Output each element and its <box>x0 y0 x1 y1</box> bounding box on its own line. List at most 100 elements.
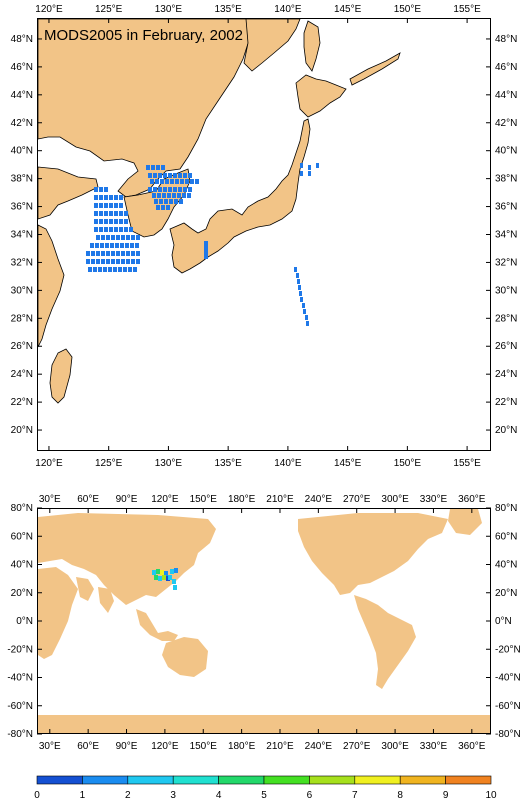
x-tick-label-bottom: 210°E <box>266 741 294 752</box>
data-cell <box>316 163 319 168</box>
data-cell <box>120 243 124 248</box>
data-cell <box>296 273 299 278</box>
land-shape <box>38 567 78 659</box>
colorbar-label: 1 <box>80 790 86 801</box>
data-cell <box>131 251 135 256</box>
data-cell <box>104 195 108 200</box>
data-cell <box>156 205 160 210</box>
data-cell <box>106 235 110 240</box>
colorbar-segment <box>263 775 310 785</box>
data-cell <box>300 171 303 176</box>
y-tick-label-left: -60°N <box>7 701 33 712</box>
x-tick-label-top: 210°E <box>266 494 294 505</box>
y-tick-label-left: 46°N <box>11 62 33 73</box>
y-tick-label-right: 40°N <box>495 146 517 157</box>
colorbar-label: 3 <box>170 790 176 801</box>
x-tick-label-bottom: 30°E <box>39 741 61 752</box>
data-cell <box>111 235 115 240</box>
colorbar-segment <box>82 775 129 785</box>
data-cell <box>146 165 150 170</box>
data-cell <box>119 211 123 216</box>
data-cell <box>177 193 181 198</box>
data-cell <box>173 187 177 192</box>
data-cell <box>111 251 115 256</box>
data-cell <box>121 235 125 240</box>
data-cell <box>164 571 168 576</box>
colorbar-label: 4 <box>216 790 222 801</box>
data-cell <box>104 203 108 208</box>
data-cell <box>96 259 100 264</box>
data-cell <box>101 235 105 240</box>
data-cell <box>151 165 155 170</box>
x-tick-label-bottom: 330°E <box>420 741 448 752</box>
data-cell <box>168 173 172 178</box>
data-cell <box>302 303 305 308</box>
y-tick-label-left: 24°N <box>11 369 33 380</box>
data-cell <box>153 173 157 178</box>
y-tick-label-right: 42°N <box>495 118 517 129</box>
data-cell <box>305 315 308 320</box>
x-tick-label-top: 145°E <box>334 4 362 15</box>
data-cell <box>113 267 117 272</box>
land-shape <box>76 577 94 601</box>
x-tick-label-bottom: 120°E <box>151 741 179 752</box>
colorbar-label: 2 <box>125 790 131 801</box>
data-cell <box>158 173 162 178</box>
colorbar-label: 5 <box>261 790 267 801</box>
data-cell <box>119 195 123 200</box>
data-cell <box>109 227 113 232</box>
land-shape <box>295 74 347 118</box>
y-tick-label-right: 80°N <box>495 503 517 514</box>
land-shape <box>136 609 178 641</box>
y-tick-label-left: 26°N <box>11 341 33 352</box>
data-cell <box>124 211 128 216</box>
data-cell <box>109 211 113 216</box>
data-cell <box>116 259 120 264</box>
data-cell <box>167 193 171 198</box>
y-tick-label-left: 36°N <box>11 202 33 213</box>
land-shape <box>303 20 321 72</box>
y-tick-label-left: 20°N <box>11 425 33 436</box>
data-cell <box>148 173 152 178</box>
data-cell <box>114 203 118 208</box>
data-cell <box>163 173 167 178</box>
x-tick-label-bottom: 140°E <box>274 458 302 469</box>
y-tick-label-right: 20°N <box>495 425 517 436</box>
land-shape <box>162 637 208 677</box>
y-tick-label-right: 24°N <box>495 369 517 380</box>
data-cell <box>178 173 182 178</box>
y-tick-label-right: 48°N <box>495 34 517 45</box>
data-cell <box>129 227 133 232</box>
land-shape <box>243 18 301 72</box>
land-shape <box>38 715 490 733</box>
map-title: MODS2005 in February, 2002 <box>44 27 243 44</box>
x-tick-label-top: 270°E <box>343 494 371 505</box>
data-cell <box>300 163 303 168</box>
data-cell <box>121 259 125 264</box>
data-cell <box>158 187 162 192</box>
land-shape <box>37 18 253 198</box>
data-cell <box>178 187 182 192</box>
x-tick-label-bottom: 145°E <box>334 458 362 469</box>
x-tick-label-top: 360°E <box>458 494 486 505</box>
x-tick-label-top: 180°E <box>228 494 256 505</box>
y-tick-label-left: 28°N <box>11 313 33 324</box>
data-cell <box>173 173 177 178</box>
data-cell <box>121 251 125 256</box>
data-cell <box>294 267 297 272</box>
data-cell <box>104 219 108 224</box>
data-cell <box>86 251 90 256</box>
colorbar-segment <box>127 775 174 785</box>
data-cell <box>157 193 161 198</box>
y-tick-label-left: -40°N <box>7 673 33 684</box>
data-cell <box>175 179 179 184</box>
data-cell <box>136 259 140 264</box>
data-cell <box>173 585 177 590</box>
colorbar-label: 8 <box>397 790 403 801</box>
data-cell <box>93 267 97 272</box>
y-tick-label-right: 32°N <box>495 257 517 268</box>
data-cell <box>94 227 98 232</box>
data-cell <box>156 165 160 170</box>
data-cell <box>124 219 128 224</box>
y-tick-label-right: -80°N <box>495 729 521 740</box>
